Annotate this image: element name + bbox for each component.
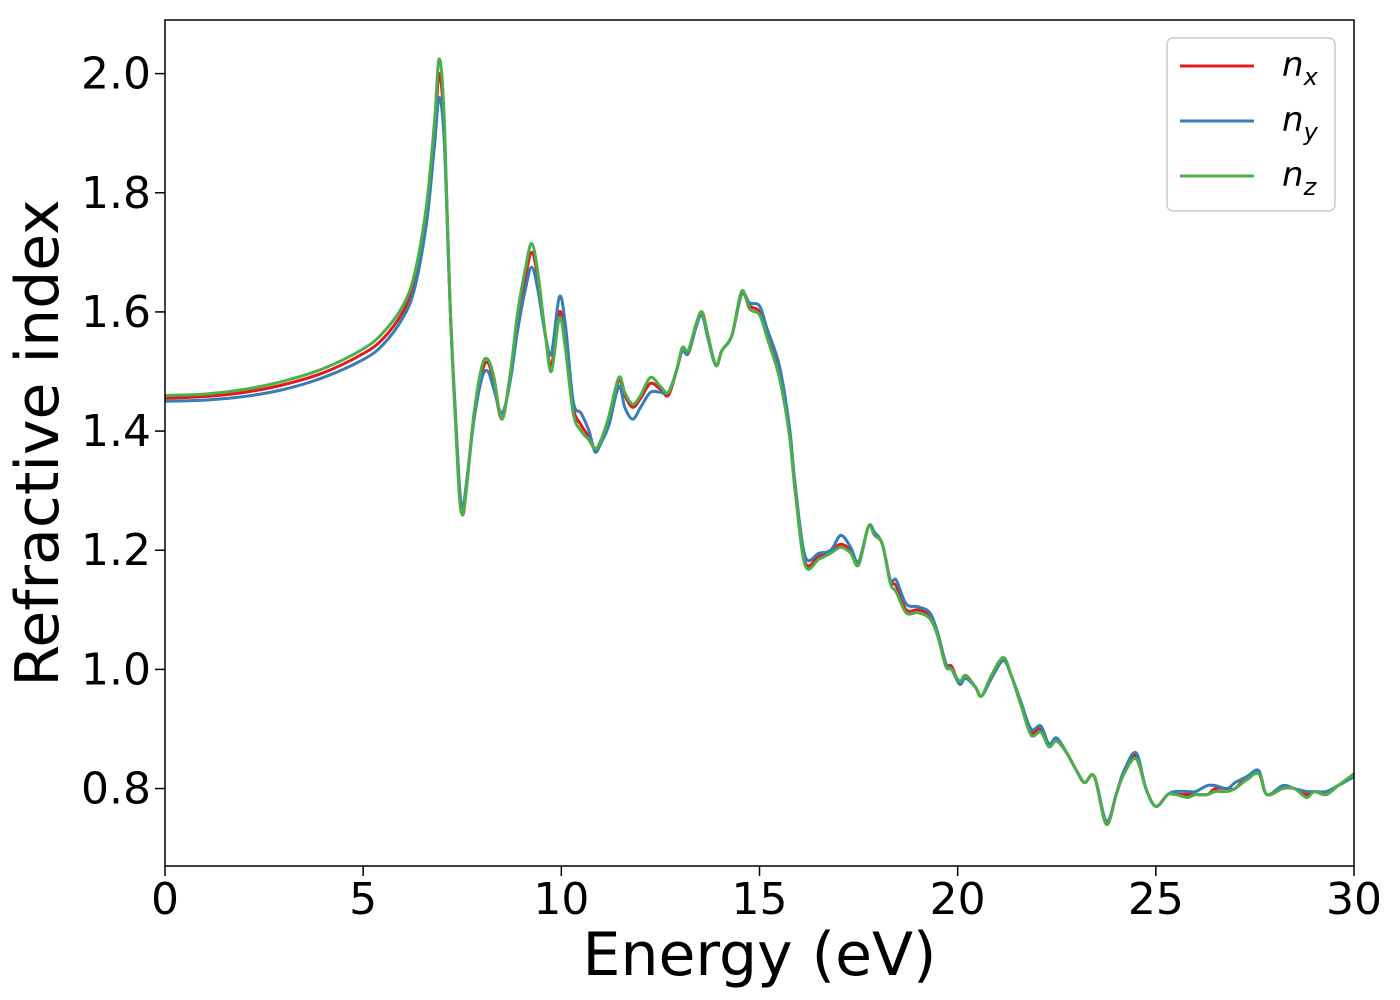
y-tick-label: 1.8 xyxy=(81,168,151,219)
y-tick-label: 2.0 xyxy=(81,49,151,100)
legend-label-n-y: ny xyxy=(1282,100,1319,146)
y-tick-label: 1.2 xyxy=(81,525,151,576)
y-tick-label: 1.0 xyxy=(81,644,151,695)
y-axis: 0.8 1.0 1.2 1.4 1.6 1.8 2.0 xyxy=(81,49,165,815)
x-tick-label: 20 xyxy=(930,874,986,925)
x-tick-label: 10 xyxy=(533,874,589,925)
legend-label-n-z: nz xyxy=(1282,155,1318,201)
y-axis-title: Refractive index xyxy=(3,199,73,686)
y-tick-label: 1.4 xyxy=(81,406,151,457)
x-tick-label: 15 xyxy=(732,874,788,925)
x-axis: 0 5 10 15 20 25 30 xyxy=(151,866,1382,925)
legend-label-n-x: nx xyxy=(1282,45,1319,91)
legend-box xyxy=(1166,37,1336,212)
x-tick-label: 5 xyxy=(349,874,377,925)
x-tick-label: 0 xyxy=(151,874,179,925)
series-line-n-z xyxy=(165,57,1354,826)
series-layer xyxy=(165,57,1354,826)
legend: nx ny nz xyxy=(1166,37,1336,212)
y-tick-label: 1.6 xyxy=(81,287,151,338)
x-tick-label: 25 xyxy=(1128,874,1184,925)
x-tick-label: 30 xyxy=(1326,874,1382,925)
y-tick-label: 0.8 xyxy=(81,764,151,815)
x-axis-title: Energy (eV) xyxy=(583,920,937,990)
